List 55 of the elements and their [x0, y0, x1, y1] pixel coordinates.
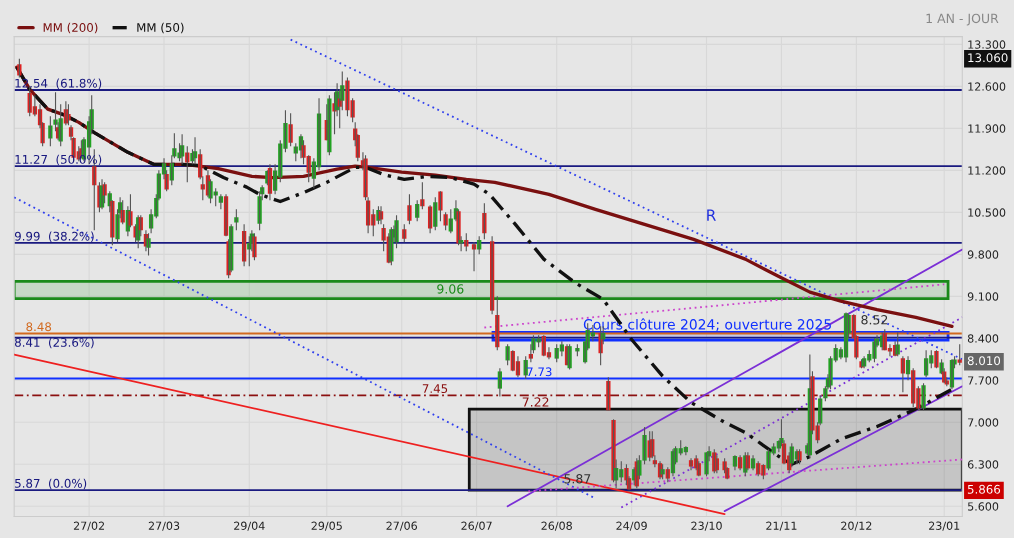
y-tick-label: 7.000 [968, 418, 999, 427]
annotation: R [707, 209, 716, 221]
candlestick [17, 58, 22, 78]
candlestick [505, 343, 510, 366]
ref-line-label: 5.87 (0.0%) [15, 478, 87, 490]
ref-line-label: 9.99 (38.2%) [14, 231, 94, 243]
candlestick [934, 349, 939, 369]
y-tick-label: 12.600 [968, 82, 1006, 91]
y-tick-label: 9.800 [967, 250, 999, 259]
legend-label: MM (50) [137, 22, 184, 34]
candlestick [575, 343, 580, 357]
x-tick-label: 27/06 [386, 521, 418, 531]
band-label: 7.22 [522, 397, 549, 407]
y-tick-label: 7.700 [968, 376, 999, 385]
y-tick-label: 13.300 [968, 40, 1006, 49]
candlestick [482, 202, 487, 240]
chart-title: 1 AN - JOUR [926, 13, 999, 26]
y-tick-label: 9.100 [967, 292, 999, 301]
y-tick-label: 6.300 [967, 460, 999, 469]
candlestick [48, 115, 53, 147]
candlestick [606, 376, 611, 411]
x-tick-label: 27/02 [73, 521, 105, 531]
candlestick [420, 181, 425, 210]
y-tick-label: 5.600 [968, 502, 999, 511]
text: 5.866 [967, 484, 1001, 494]
x-tick-label: 27/03 [148, 521, 180, 531]
y-tick-label: 11.200 [968, 166, 1006, 175]
candlestick [443, 211, 448, 231]
candlestick [234, 208, 239, 231]
candlestick [407, 193, 412, 225]
band-label: 9.06 [437, 284, 464, 294]
y-tick-label: 8.400 [967, 334, 999, 343]
candlestick [438, 190, 443, 222]
x-tick-label: 29/05 [311, 521, 342, 531]
candlestick [327, 94, 332, 156]
ref-line-label: 8.41 (23.6%) [15, 337, 94, 349]
x-tick-label: 23/10 [691, 521, 722, 531]
legend-label: MM (200) [43, 22, 98, 34]
ref-line-label: 7.45 [422, 384, 448, 394]
x-tick-label: 21/11 [766, 521, 797, 531]
candlestick [957, 343, 962, 366]
x-tick-label: 26/07 [461, 521, 492, 531]
annotation: 8.52 [861, 315, 888, 325]
x-tick-label: 20/12 [841, 521, 872, 531]
candlestick [921, 382, 926, 411]
x-tick-label: 24/09 [616, 521, 647, 531]
y-tick-label: 11.900 [968, 124, 1006, 133]
x-tick-label: 26/08 [541, 521, 572, 531]
y-tick-label: 10.500 [968, 208, 1006, 217]
x-tick-label: 23/01 [929, 521, 960, 531]
x-tick-label: 29/04 [234, 521, 265, 531]
ref-line-label: 8.48 [26, 322, 52, 332]
text: 13.060 [968, 53, 1008, 63]
candlestick [288, 112, 293, 147]
text: 8.010 [967, 356, 1001, 366]
